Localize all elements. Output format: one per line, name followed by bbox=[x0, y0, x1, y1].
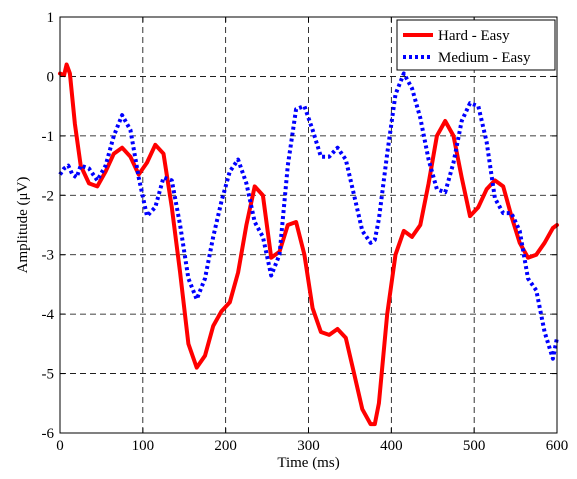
y-tick-label: 1 bbox=[47, 10, 55, 26]
x-tick-label: 200 bbox=[214, 438, 237, 454]
x-tick-label: 500 bbox=[463, 438, 486, 454]
y-tick-label: 0 bbox=[47, 69, 55, 85]
series-lines bbox=[58, 62, 559, 427]
y-tick-label: -1 bbox=[42, 129, 55, 145]
series-line-medium-easy bbox=[58, 71, 559, 361]
tick-labels: 0 100 200 300 400 500 600 1 0 -1 -2 -3 -4 -5 -6 bbox=[42, 10, 569, 454]
axes bbox=[59, 16, 558, 434]
y-axis-label: Amplitude (μV) bbox=[15, 177, 31, 274]
legend-label-medium-easy: Medium - Easy bbox=[438, 50, 531, 66]
y-tick-label: -5 bbox=[42, 367, 55, 383]
x-tick-label: 400 bbox=[380, 438, 403, 454]
x-tick-label: 300 bbox=[297, 438, 320, 454]
legend-label-hard-easy: Hard - Easy bbox=[438, 28, 510, 44]
x-axis-label: Time (ms) bbox=[277, 455, 339, 471]
grid-lines bbox=[60, 17, 557, 433]
y-tick-label: -2 bbox=[42, 188, 55, 204]
y-tick-label: -3 bbox=[42, 248, 55, 264]
y-tick-label: -4 bbox=[42, 307, 55, 323]
legend-box bbox=[396, 19, 556, 71]
x-tick-label: 0 bbox=[56, 438, 64, 454]
legend: Hard - Easy Medium - Easy bbox=[396, 19, 556, 71]
series-line-hard-easy bbox=[58, 62, 559, 427]
y-tick-label: -6 bbox=[42, 426, 55, 442]
x-tick-label: 600 bbox=[546, 438, 569, 454]
x-tick-label: 100 bbox=[132, 438, 155, 454]
